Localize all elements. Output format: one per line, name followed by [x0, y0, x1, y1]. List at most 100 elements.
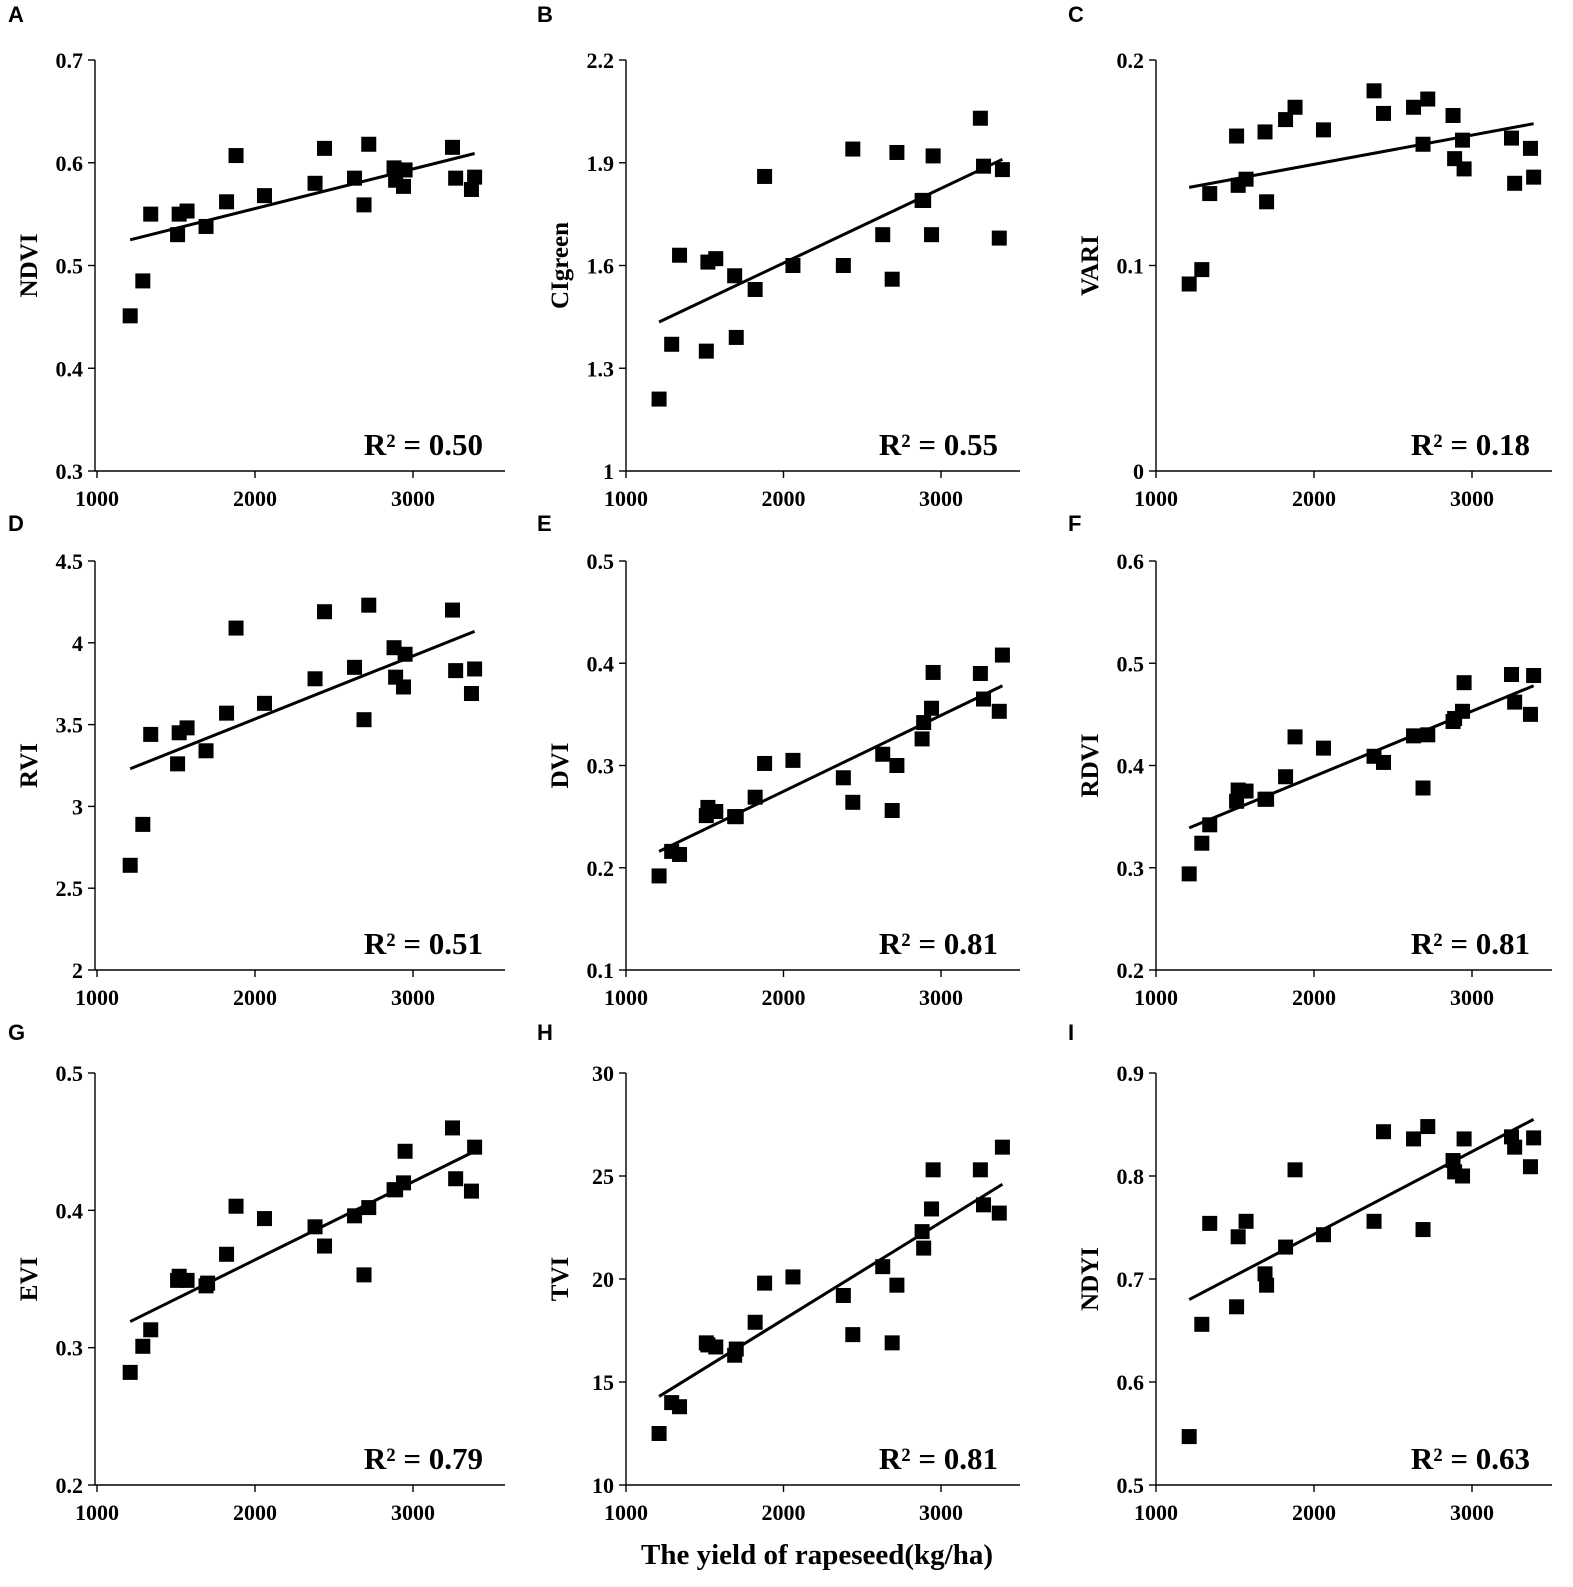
data-point	[228, 620, 244, 636]
y-tick-label: 25	[592, 1164, 614, 1189]
data-point	[672, 1399, 688, 1415]
y-axis-label: EVI	[16, 1257, 43, 1301]
trend-line	[1188, 1118, 1535, 1301]
data-point	[925, 664, 941, 680]
data-point	[835, 258, 851, 273]
trend-line	[129, 629, 476, 771]
data-point	[875, 227, 891, 243]
data-point	[708, 804, 724, 820]
data-point	[1238, 171, 1254, 187]
data-point	[445, 1120, 460, 1136]
y-tick-label: 0.7	[1117, 1267, 1145, 1292]
trend-line	[658, 157, 1004, 324]
panel-letter: F	[1068, 511, 1081, 536]
data-point	[307, 1219, 323, 1235]
y-tick-label: 0.2	[56, 1473, 84, 1498]
panel-letter: A	[8, 2, 24, 27]
data-point	[256, 188, 272, 204]
y-tick-label: 15	[592, 1370, 614, 1395]
data-point	[135, 273, 151, 289]
data-point	[1259, 1277, 1275, 1293]
data-point	[1194, 262, 1210, 278]
panel-letter: D	[8, 511, 24, 536]
y-tick-label: 0.1	[587, 958, 615, 983]
trend-line	[129, 152, 475, 242]
data-point	[889, 1277, 905, 1293]
data-point	[1420, 727, 1436, 743]
data-point	[757, 168, 773, 184]
data-point	[1445, 1153, 1461, 1169]
x-tick-label: 3000	[391, 1500, 435, 1525]
data-point	[1504, 130, 1519, 146]
data-point	[708, 1339, 724, 1355]
data-point	[463, 1183, 479, 1199]
x-tick-label: 1000	[75, 985, 119, 1010]
data-point	[219, 194, 235, 210]
data-point	[924, 1201, 940, 1217]
x-tick-label: 1000	[75, 1500, 119, 1525]
data-point	[651, 868, 667, 884]
data-point	[396, 679, 412, 695]
x-tick-label: 2000	[233, 1500, 277, 1525]
panel-letter: E	[537, 511, 552, 536]
x-axis-title: The yield of rapeseed(kg/ha)	[641, 1539, 993, 1571]
data-point	[728, 329, 744, 345]
x-tick-label: 3000	[919, 486, 963, 511]
data-point	[1315, 1227, 1331, 1243]
data-point	[179, 203, 195, 219]
data-point	[728, 1341, 744, 1357]
data-point	[924, 227, 940, 243]
data-point	[1526, 1130, 1542, 1146]
data-point	[317, 604, 333, 620]
y-tick-label: 2.2	[587, 48, 615, 73]
data-point	[361, 1200, 377, 1216]
data-point	[972, 1162, 988, 1178]
data-point	[122, 308, 138, 324]
data-point	[143, 206, 159, 222]
data-point	[256, 695, 272, 711]
data-point	[1420, 91, 1436, 107]
data-point	[463, 686, 479, 702]
y-tick-label: 0.5	[56, 1061, 84, 1086]
x-tick-label: 1000	[1134, 985, 1178, 1010]
x-tick-label: 1000	[1134, 486, 1178, 511]
data-point	[651, 1426, 667, 1441]
data-point	[122, 1364, 138, 1380]
y-tick-label: 20	[592, 1267, 614, 1292]
data-point	[916, 1240, 932, 1256]
r-squared-label: R² = 0.63	[1411, 1441, 1530, 1476]
data-point	[1507, 175, 1523, 191]
data-point	[256, 1211, 272, 1227]
data-point	[1456, 1131, 1472, 1147]
data-point	[361, 597, 377, 613]
panel-g: G 0.2 0.3 0.4 0.5 1000 2000 3000 EVI R² = 0.79	[8, 1020, 505, 1525]
panel-i: I 0.5 0.6 0.7 0.8 0.9 1000 2000 3000 NDYI R² = 0.6…	[1068, 1020, 1552, 1525]
panel-a: A 0.3 0.4 0.5 0.6 0.7 1000 2000 3000 NDVI R² = 0.5…	[8, 2, 505, 511]
data-point	[991, 230, 1007, 246]
panel-letter: H	[537, 1020, 553, 1045]
data-point	[1526, 668, 1542, 684]
data-point	[1522, 706, 1538, 722]
data-point	[1202, 186, 1218, 202]
x-tick-label: 3000	[919, 1500, 963, 1525]
data-point	[1522, 140, 1538, 156]
data-point	[835, 1287, 851, 1303]
data-point	[672, 247, 688, 263]
data-point	[1455, 703, 1471, 719]
data-point	[135, 1338, 151, 1354]
data-point	[785, 258, 801, 273]
y-axis-label: NDYI	[1077, 1247, 1104, 1311]
y-tick-label: 0.4	[587, 651, 615, 676]
data-point	[347, 659, 363, 675]
data-point	[1181, 1429, 1197, 1445]
data-point	[757, 1275, 773, 1291]
y-tick-label: 2	[72, 958, 83, 983]
data-point	[1278, 769, 1294, 785]
x-tick-label: 2000	[1292, 486, 1336, 511]
data-point	[198, 743, 214, 759]
data-point	[1455, 1168, 1471, 1184]
data-point	[445, 602, 460, 618]
y-tick-label: 0.5	[56, 254, 84, 279]
data-point	[835, 770, 851, 786]
